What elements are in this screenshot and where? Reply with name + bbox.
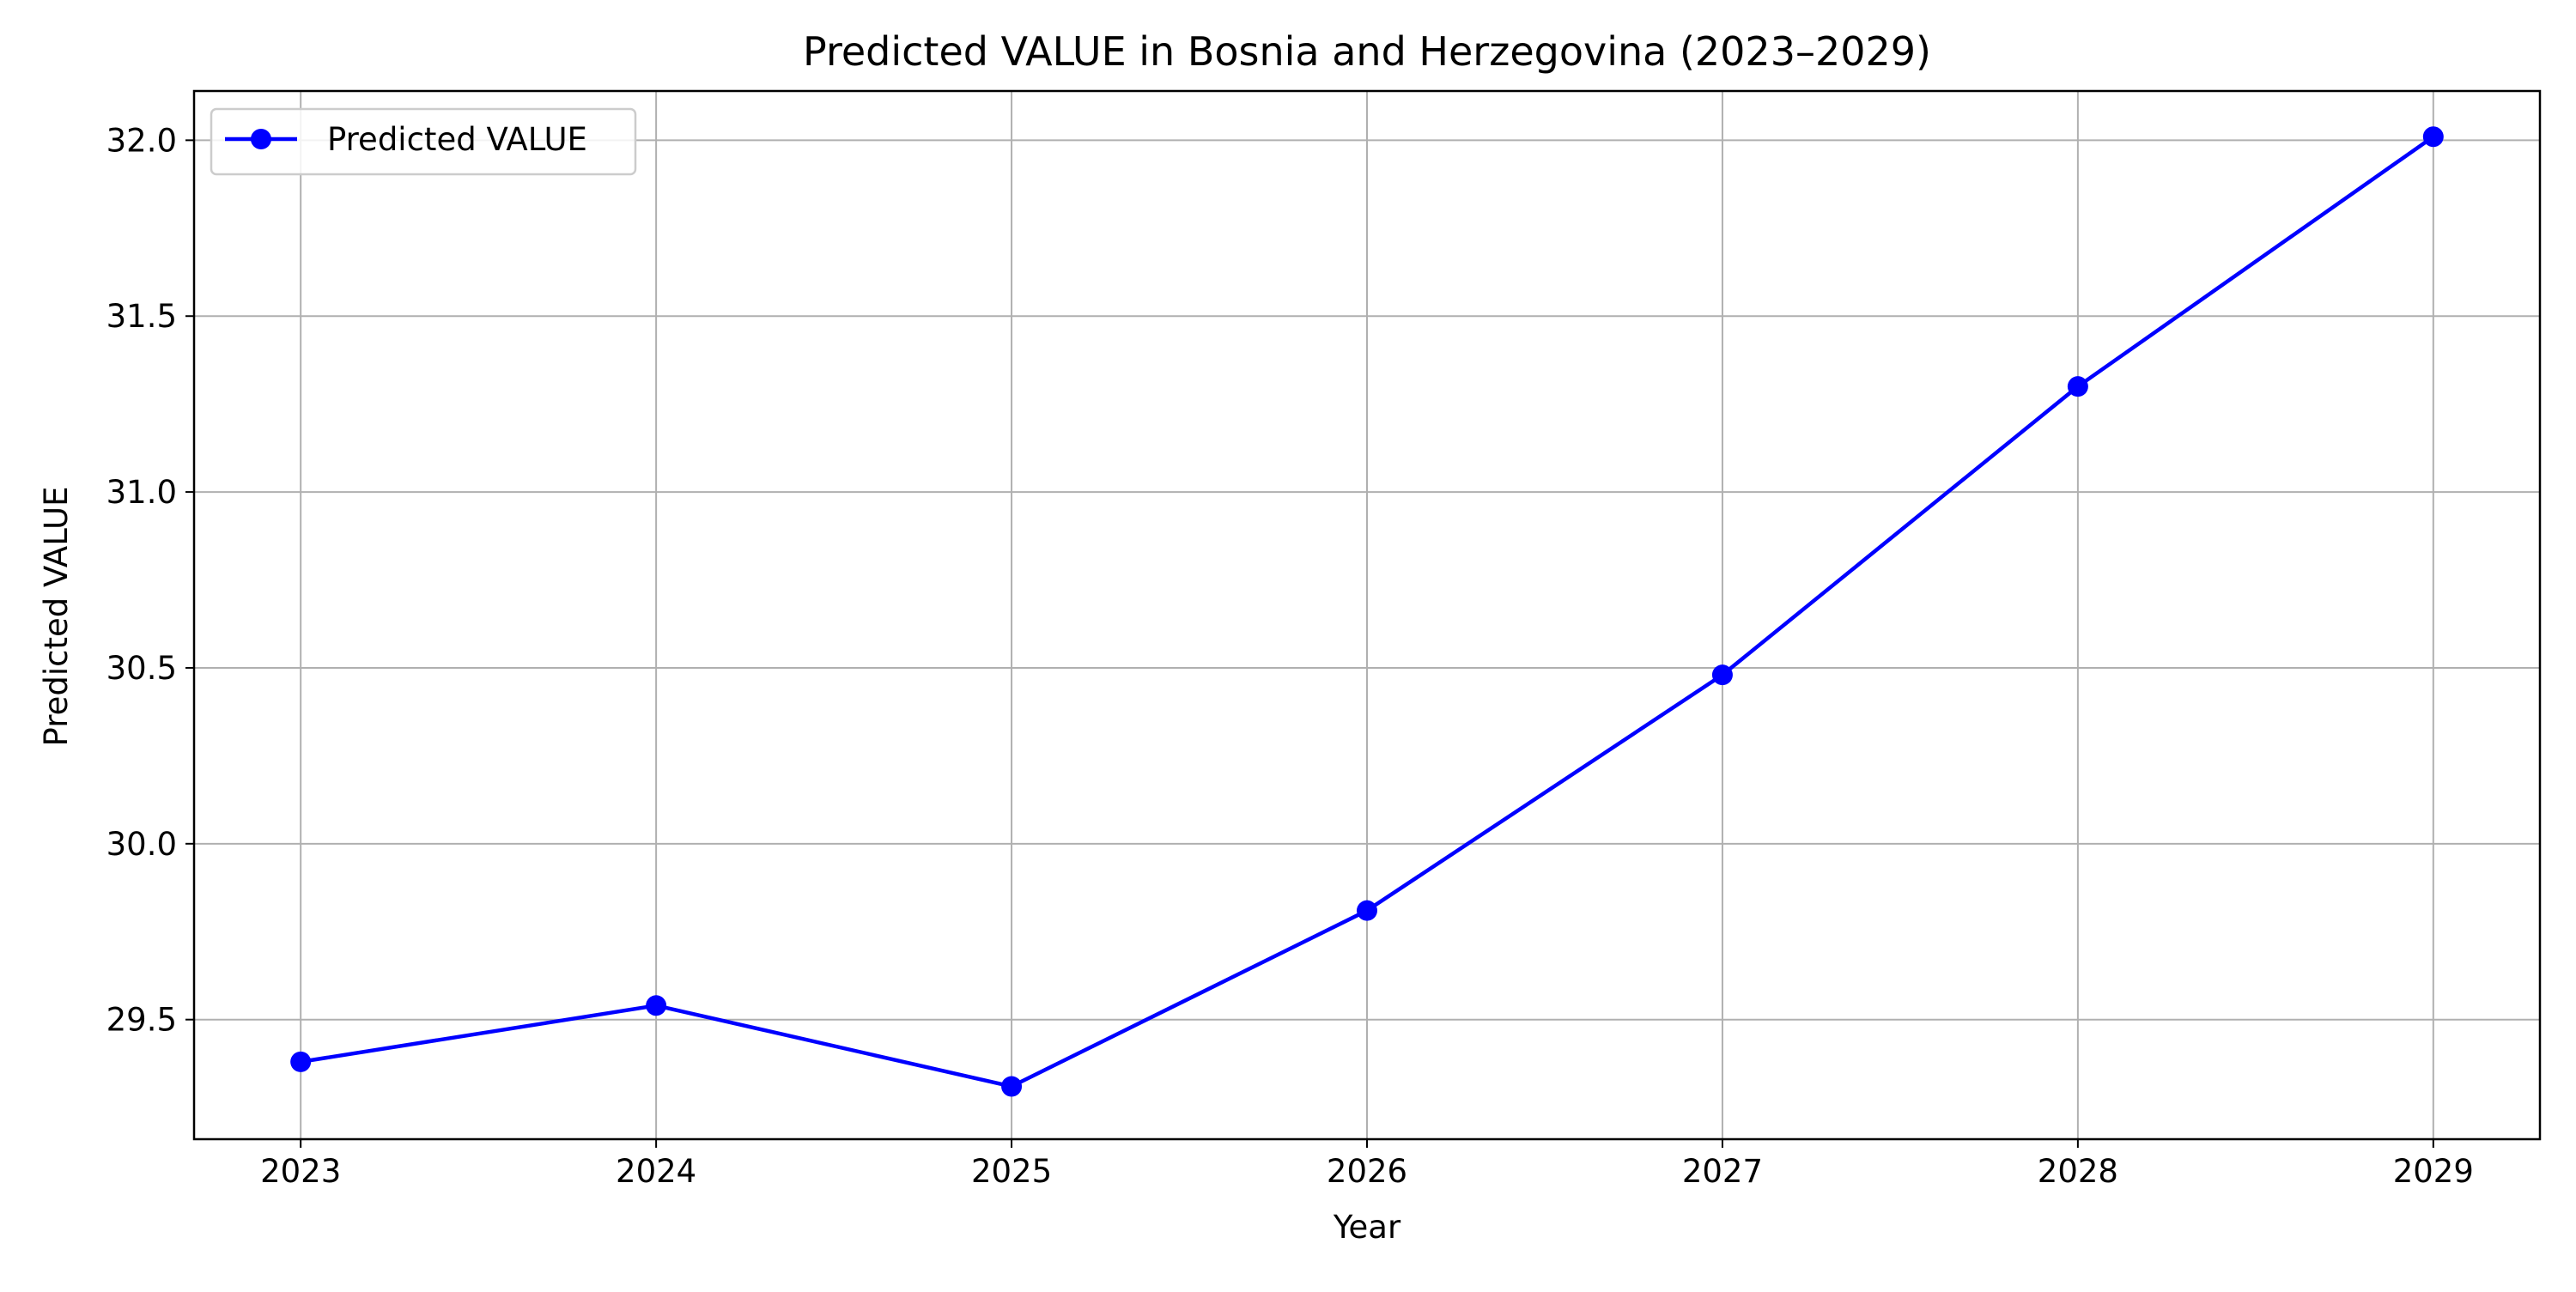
y-tick-label: 32.0	[106, 122, 177, 159]
legend-marker-icon	[251, 129, 271, 149]
y-tick-label: 31.5	[106, 298, 177, 335]
data-point	[1001, 1076, 1023, 1097]
y-tick-label: 29.5	[106, 1002, 177, 1039]
x-tick-label: 2024	[616, 1153, 696, 1190]
chart-title: Predicted VALUE in Bosnia and Herzegovin…	[803, 28, 1931, 75]
y-tick-label: 31.0	[106, 474, 177, 511]
series-layer	[290, 126, 2444, 1097]
legend-label: Predicted VALUE	[327, 121, 587, 158]
data-point	[290, 1051, 312, 1072]
y-tick-label: 30.0	[106, 826, 177, 863]
legend-box	[210, 107, 637, 176]
x-tick-label: 2023	[260, 1153, 341, 1190]
data-point	[1711, 664, 1733, 686]
x-tick-label: 2028	[2038, 1153, 2118, 1190]
ticks: 2023 2024 2025 2026 2027 2028 2029 29.5 30.0 30.5…	[106, 122, 2474, 1190]
data-point	[646, 995, 667, 1016]
x-tick-label: 2026	[1327, 1153, 1407, 1190]
x-tick-label: 2029	[2393, 1153, 2474, 1190]
x-axis-label: Year	[1333, 1209, 1401, 1246]
data-point	[1357, 900, 1377, 921]
legend: Predicted VALUE	[210, 107, 637, 176]
y-tick-label: 30.5	[106, 650, 177, 687]
grid	[194, 91, 2540, 1139]
x-tick-label: 2025	[971, 1153, 1052, 1190]
data-point	[2422, 126, 2444, 148]
data-point	[2067, 376, 2088, 397]
y-axis-label: Predicted VALUE	[38, 487, 75, 747]
x-tick-label: 2027	[1682, 1153, 1763, 1190]
